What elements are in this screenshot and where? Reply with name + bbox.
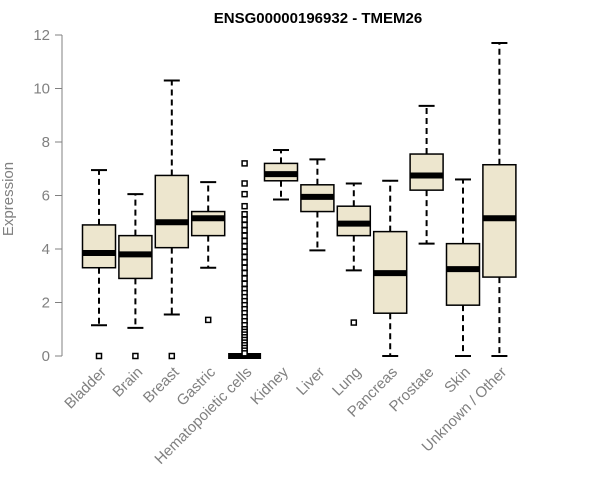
- outlier-point: [241, 216, 248, 223]
- box-hematopoietic-cells: [228, 160, 262, 359]
- box-skin: [445, 178, 481, 357]
- outlier-point: [241, 269, 248, 277]
- outlier-point: [241, 180, 248, 187]
- box-prostate: [409, 104, 444, 245]
- box-breast: [154, 79, 190, 360]
- box-bladder: [81, 169, 117, 360]
- x-tick-label: Skin: [441, 364, 474, 397]
- outlier-point: [168, 352, 176, 360]
- outlier-point: [241, 160, 248, 167]
- box-kidney: [263, 149, 299, 201]
- box-pancreas: [372, 179, 408, 357]
- y-axis: 0 2 4 6 8 10 12: [33, 27, 63, 365]
- outlier-point: [241, 202, 248, 210]
- outlier-point: [204, 316, 212, 324]
- outlier-point: [241, 237, 248, 245]
- outlier-point: [241, 243, 248, 250]
- box-gastric: [190, 181, 226, 324]
- outlier-point: [241, 221, 248, 229]
- box-iqr: [154, 174, 190, 249]
- box-liver: [300, 158, 335, 252]
- box-lung: [336, 182, 372, 326]
- outlier-point: [241, 264, 248, 271]
- y-tick-label: 2: [42, 295, 50, 312]
- outlier-point: [241, 190, 248, 198]
- box-iqr: [81, 224, 117, 269]
- box-unknown-other: [482, 42, 517, 357]
- outlier-point: [132, 352, 139, 360]
- box-iqr: [190, 210, 226, 237]
- box-iqr: [445, 242, 481, 306]
- y-tick-label: 8: [42, 134, 50, 151]
- outlier-point: [241, 280, 248, 288]
- chart-title: ENSG00000196932 - TMEM26: [214, 10, 422, 27]
- x-tick-label: Liver: [293, 364, 328, 399]
- y-tick-label: 0: [42, 348, 50, 365]
- x-tick-label: Kidney: [247, 363, 292, 408]
- outlier-point: [241, 210, 248, 218]
- y-tick-label: 10: [33, 81, 50, 98]
- y-tick-label: 4: [42, 241, 50, 258]
- outlier-point: [241, 227, 248, 234]
- boxes: [81, 42, 517, 360]
- outlier-point: [241, 248, 248, 255]
- outlier-point: [241, 259, 248, 266]
- y-tick-label: 12: [33, 27, 50, 44]
- x-tick-label: Bladder: [61, 364, 110, 413]
- box-brain: [118, 193, 153, 360]
- box-iqr: [409, 153, 444, 191]
- outlier-point: [350, 319, 358, 326]
- outlier-point: [95, 352, 103, 360]
- outlier-point: [241, 253, 248, 261]
- outlier-point: [241, 275, 248, 282]
- outlier-point: [241, 232, 248, 239]
- y-tick-label: 6: [42, 188, 50, 205]
- outlier-point: [241, 350, 248, 357]
- y-axis-label: Expression: [0, 162, 17, 236]
